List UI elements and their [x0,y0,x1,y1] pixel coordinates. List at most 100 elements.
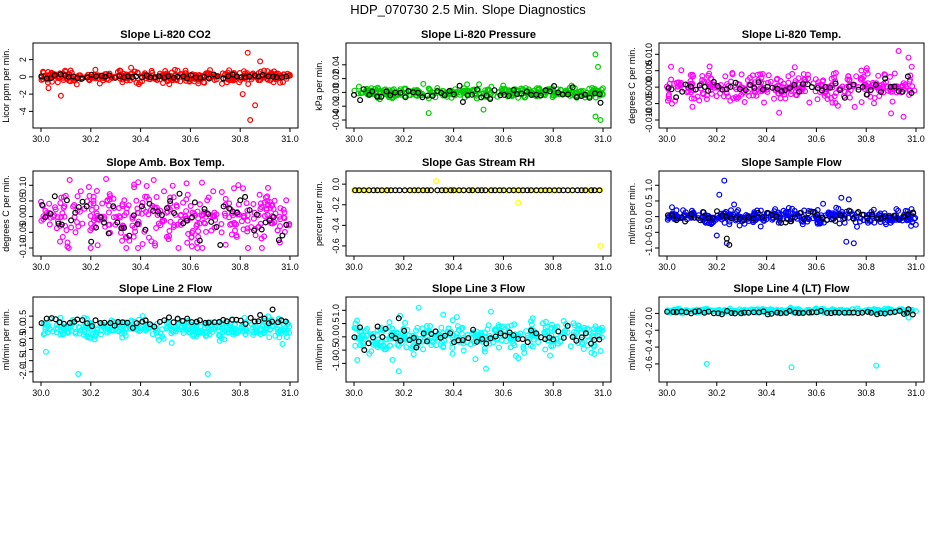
x-tick-label: 30.8 [544,134,562,144]
data-point [882,71,889,78]
data-point [146,234,153,241]
data-point [174,221,181,228]
chart-9: Slope Line 4 (LT) Flow ml/min per min. 30.… [627,283,925,398]
data-point [73,81,80,88]
data-point [696,97,703,104]
y-tick-label: -1.0 [331,356,341,372]
data-point [589,88,596,95]
data-point [432,94,439,101]
data-point [483,89,490,96]
chart-7: Slope Line 2 Flow ml/min per min. 30.0 30.2… [1,283,299,398]
data-point [167,200,174,207]
data-point [867,86,874,93]
data-point [758,79,765,86]
data-point [119,237,126,244]
data-point [231,185,238,192]
data-point [746,74,753,81]
data-point [204,197,211,204]
data-point [536,85,543,92]
data-point [906,78,913,85]
data-point [201,206,208,213]
data-point [242,193,249,200]
data-point [594,63,601,70]
data-point [257,200,264,207]
data-point [219,80,226,87]
data-point [51,72,58,79]
data-point [581,91,588,98]
data-point [283,73,290,80]
data-point [87,220,94,227]
data-point [751,84,758,91]
data-point [535,339,542,346]
data-point [243,200,250,207]
data-point [551,82,558,89]
data-point [77,188,84,195]
x-tick-label: 30.6 [182,134,200,144]
data-point [696,82,703,89]
data-point [474,86,481,93]
data-point [117,229,124,236]
data-point [515,199,522,206]
data-point [449,350,456,357]
data-point [110,203,117,210]
data-point [247,116,254,123]
data-point [38,198,45,205]
x-tick-label: 30.8 [231,134,249,144]
data-point [214,73,221,80]
data-point [703,96,710,103]
data-point [165,236,172,243]
data-point [62,68,69,75]
data-point [270,214,277,221]
data-point [105,230,112,237]
x-tick-label: 30.8 [544,388,562,398]
data-point [523,328,530,335]
x-tick-label: 30.0 [345,134,363,144]
data-point [713,232,720,239]
data-point [376,87,383,94]
data-point [410,351,417,358]
data-point [877,88,884,95]
x-tick-label: 30.0 [658,134,676,144]
y-tick-label: 0.0 [331,331,341,344]
data-point [204,371,211,378]
data-point [79,198,86,205]
data-point [699,72,706,79]
x-tick-label: 30.6 [182,262,200,272]
data-point [843,84,850,91]
data-point [889,98,896,105]
series-all [38,176,293,252]
y-tick-label: 0.05 [18,192,28,210]
data-point [721,177,728,184]
series-selected [39,190,290,249]
chart-6: Slope Sample Flow ml/min per min. 30.0 30.2… [627,157,925,272]
data-point [38,73,45,80]
data-point [796,88,803,95]
data-point [246,207,253,214]
data-point [207,67,214,74]
data-point [484,86,491,93]
data-point [55,220,62,227]
data-point [708,90,715,97]
data-point [668,86,675,93]
data-point [847,87,854,94]
data-point [177,78,184,85]
data-point [389,356,396,363]
x-tick-label: 30.4 [758,262,776,272]
data-point [882,78,889,85]
y-tick-label: -2.0 [18,364,28,380]
chart-2: Slope Li-820 Pressure kPa per min. 30.0 30.… [314,29,612,144]
data-point [171,210,178,217]
x-tick-label: 30.2 [708,262,726,272]
data-point [279,232,286,239]
data-point [116,213,123,220]
data-point [167,194,174,201]
y-tick-label: -2 [18,90,28,98]
data-point [222,241,229,248]
data-point [515,94,522,101]
plot-frame [658,42,925,129]
data-point [231,219,238,226]
y-tick-label: 0.0 [644,307,654,320]
data-point [93,73,100,80]
data-point [908,63,915,70]
